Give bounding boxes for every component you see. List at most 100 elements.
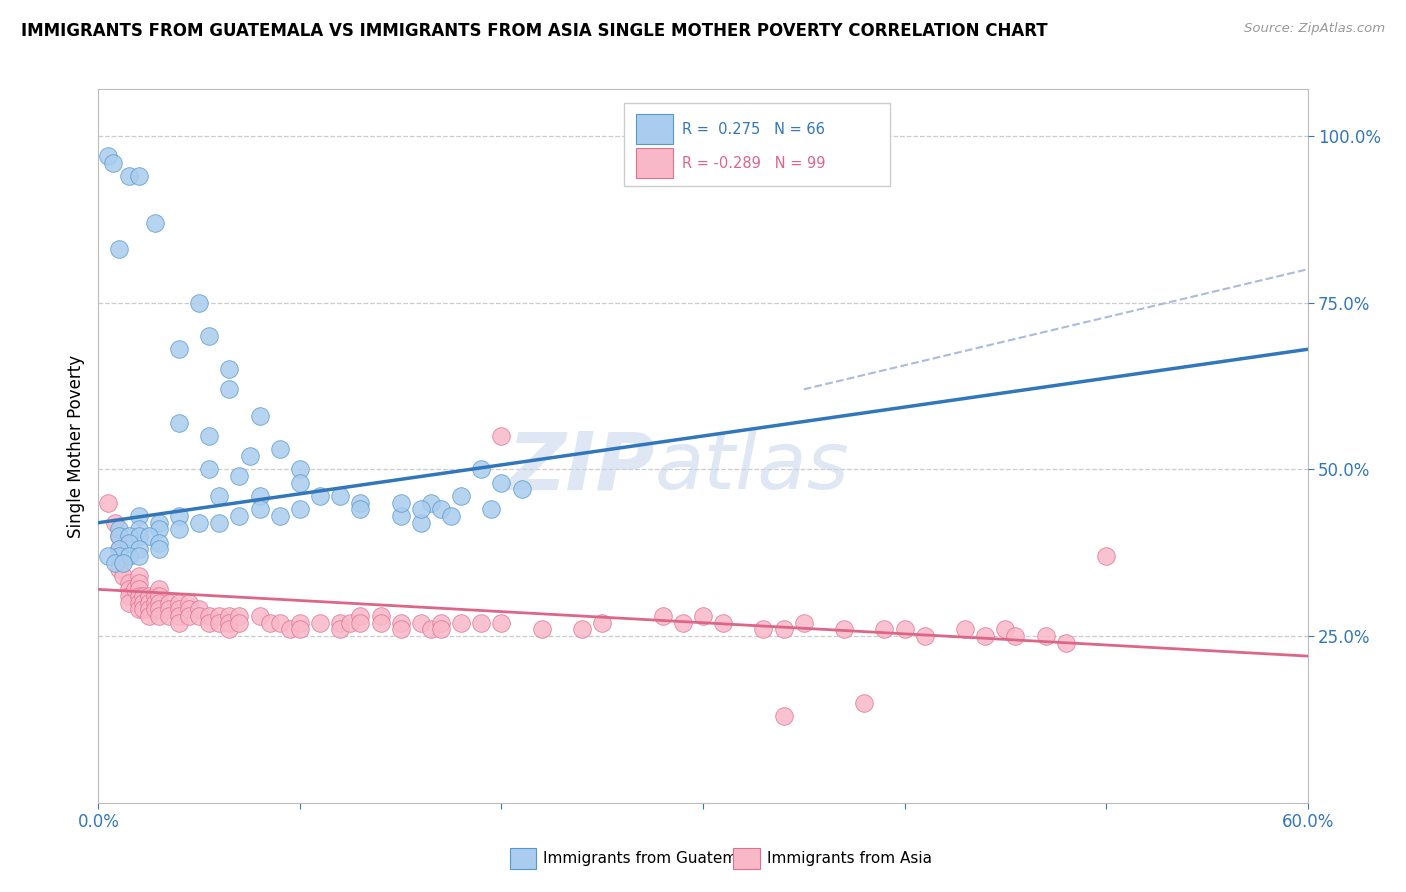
Point [143,589,166,603]
Point [339,615,361,630]
Point [218,609,240,624]
Point [128,169,150,183]
Point [1035,629,1057,643]
Point [288,502,311,516]
Point [143,602,166,616]
Point [148,542,170,557]
FancyBboxPatch shape [637,114,672,145]
Point [793,615,815,630]
Point [179,596,201,610]
Point [430,502,453,516]
Point [288,615,311,630]
Point [148,596,170,610]
Point [148,602,170,616]
Point [138,529,160,543]
Point [148,589,170,603]
Y-axis label: Single Mother Poverty: Single Mother Poverty [66,354,84,538]
Point [288,462,311,476]
Point [752,623,775,637]
Point [409,502,432,516]
Point [132,596,155,610]
Point [208,615,231,630]
Point [118,549,141,563]
Point [157,602,180,616]
Point [228,615,250,630]
Point [167,596,190,610]
FancyBboxPatch shape [624,103,890,186]
Point [309,615,332,630]
Point [132,602,155,616]
Point [450,615,472,630]
Point [239,449,262,463]
Point [873,623,896,637]
Point [167,615,190,630]
Point [138,589,160,603]
Point [269,615,291,630]
Point [208,609,231,624]
Point [198,429,221,443]
Point [198,462,221,476]
Point [179,602,201,616]
Point [288,623,311,637]
Point [651,609,673,624]
Point [208,516,231,530]
Point [208,489,231,503]
Point [481,502,503,516]
Point [389,623,412,637]
Text: atlas: atlas [655,428,849,507]
Point [711,615,734,630]
Point [249,502,271,516]
Point [148,516,170,530]
Point [1054,636,1077,650]
Point [772,623,794,637]
Point [148,609,170,624]
Text: Immigrants from Asia: Immigrants from Asia [768,851,932,866]
Point [138,602,160,616]
Point [167,416,190,430]
Point [103,516,125,530]
Point [430,615,453,630]
Point [218,623,240,637]
Point [107,549,129,563]
Point [893,623,915,637]
Point [491,475,513,490]
Point [143,216,166,230]
Point [148,522,170,536]
Text: Immigrants from Guatemala: Immigrants from Guatemala [543,851,761,866]
Point [249,489,271,503]
Point [111,556,134,570]
Point [510,483,533,497]
Point [188,609,211,624]
Point [128,596,150,610]
Point [118,596,141,610]
Point [530,623,553,637]
Point [148,582,170,597]
Point [994,623,1017,637]
Point [259,615,281,630]
Point [692,609,714,624]
Point [128,575,150,590]
Point [167,343,190,357]
Point [167,602,190,616]
Point [101,155,124,169]
Point [103,556,125,570]
Point [111,569,134,583]
Text: R = -0.289   N = 99: R = -0.289 N = 99 [682,156,825,171]
Point [470,462,492,476]
Point [118,582,141,597]
Point [198,609,221,624]
Point [128,549,150,563]
Point [148,535,170,549]
Point [128,582,150,597]
Point [228,509,250,524]
Point [218,615,240,630]
Point [107,562,129,576]
Point [97,496,120,510]
Point [914,629,936,643]
Point [132,589,155,603]
Point [349,502,371,516]
Point [389,509,412,524]
Point [329,623,352,637]
Point [118,589,141,603]
Point [349,615,371,630]
